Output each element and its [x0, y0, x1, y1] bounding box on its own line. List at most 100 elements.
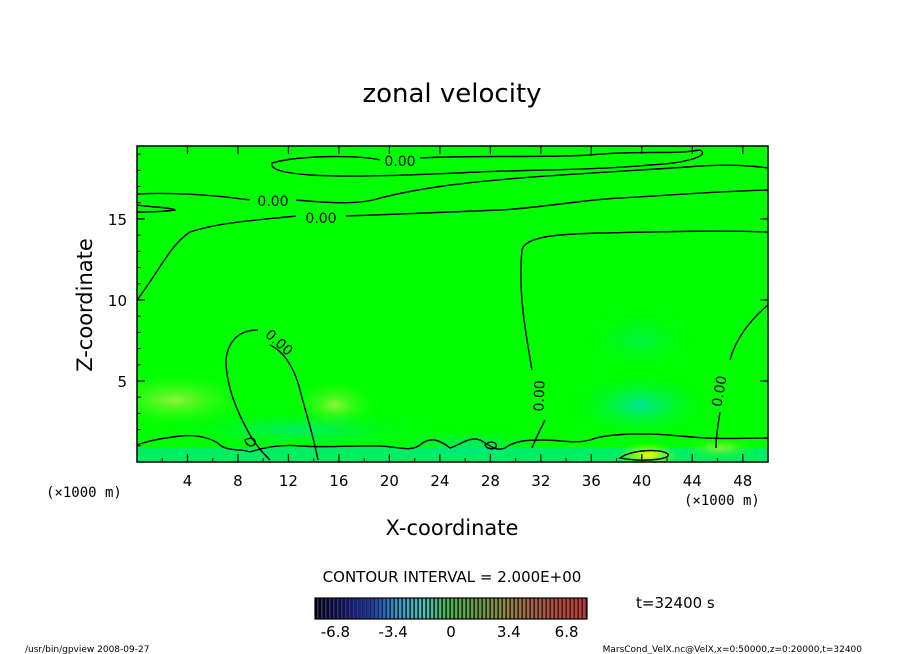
colorbar-cell [395, 598, 398, 619]
footer-right: MarsCond_VelX.nc@VelX,x=0:50000,z=0:2000… [603, 645, 863, 654]
colorbar-cell [471, 598, 474, 619]
colorbar-cell [319, 598, 322, 619]
colorbar-cell [475, 598, 478, 619]
contour-line-vertical [520, 230, 768, 449]
colorbar-cell-gap [421, 598, 423, 619]
contour-line-upper-band [137, 164, 768, 204]
colorbar-cell [323, 598, 326, 619]
colorbar-cell [339, 598, 342, 619]
contour-label-bg [252, 191, 294, 208]
contour-line-top-loop [271, 149, 704, 177]
colorbar-cell [519, 598, 522, 619]
colorbar-cell-gap [537, 598, 539, 619]
colorbar-cell [567, 598, 570, 619]
colorbar-cell-gap [317, 598, 319, 619]
colorbar-cell-gap [541, 598, 543, 619]
field-blob-strong-positive [618, 443, 678, 462]
colorbar-tick-label: 6.8 [555, 623, 579, 641]
colorbar-cell [435, 598, 438, 619]
colorbar-cell-gap [509, 598, 511, 619]
x-tick-label: 4 [183, 472, 193, 490]
colorbar-cell [315, 598, 318, 619]
colorbar-cell [443, 598, 446, 619]
colorbar-cell-gap [521, 598, 523, 619]
contour-line-right-rise [715, 304, 768, 449]
colorbar-cell [551, 598, 554, 619]
colorbar-frame [314, 597, 588, 620]
colorbar-cell [403, 598, 406, 619]
x-axis-ticks: 4 8 12 16 20 24 28 32 36 40 44 48 [161, 146, 752, 490]
colorbar-cell [351, 598, 354, 619]
chart-title: zonal velocity [362, 79, 541, 109]
colorbar-cell [535, 598, 538, 619]
y-tick-label: 10 [108, 292, 127, 310]
colorbar-tick-label: -3.4 [379, 623, 408, 641]
time-label: t=32400 s [636, 594, 715, 612]
field-surface-layer [137, 448, 768, 462]
colorbar-cell-gap [341, 598, 343, 619]
colorbar-cell-gap [445, 598, 447, 619]
colorbar-cell-gap [449, 598, 451, 619]
y-axis-ticks: 5 10 15 [108, 153, 768, 447]
y-tick-label: 5 [117, 373, 127, 391]
x-tick-label: 24 [430, 472, 449, 490]
colorbar-cell [507, 598, 510, 619]
colorbar-cell-gap [397, 598, 399, 619]
contour-line-surface [137, 433, 768, 453]
colorbar-cell-gap [485, 598, 487, 619]
colorbar-cell [531, 598, 534, 619]
colorbar-cell [371, 598, 374, 619]
x-tick-label: 16 [329, 472, 348, 490]
colorbar-cell [487, 598, 490, 619]
colorbar-cell-gap [365, 598, 367, 619]
colorbar-cell [499, 598, 502, 619]
colorbar-cell-gap [357, 598, 359, 619]
colorbar-cell [515, 598, 518, 619]
contour-label: 0.00 [384, 154, 415, 170]
colorbar-cell [439, 598, 442, 619]
colorbar-cell-gap [381, 598, 383, 619]
colorbar-cell-gap [505, 598, 507, 619]
colorbar-cell [539, 598, 542, 619]
colorbar-cell-gap [385, 598, 387, 619]
colorbar-cell [391, 598, 394, 619]
y-tick-label: 15 [108, 211, 127, 229]
colorbar-cell-gap [493, 598, 495, 619]
colorbar-cell-gap [561, 598, 563, 619]
colorbar-cell [343, 598, 346, 619]
colorbar-cell [331, 598, 334, 619]
colorbar-cell-gap [333, 598, 335, 619]
colorbar-cell-gap [401, 598, 403, 619]
x-axis-label: X-coordinate [386, 516, 519, 540]
contour-label: 0.00 [709, 375, 730, 408]
colorbar-cell-gap [377, 598, 379, 619]
x-tick-label: 44 [683, 472, 702, 490]
colorbar-cell [359, 598, 362, 619]
contour-line-main [137, 189, 768, 301]
colorbar-cell [495, 598, 498, 619]
colorbar-cell-gap [497, 598, 499, 619]
x-tick-label: 12 [279, 472, 298, 490]
colorbar-cell [423, 598, 426, 619]
colorbar-cell-gap [321, 598, 323, 619]
contour-label-bg [298, 208, 344, 225]
colorbar-cell-gap [437, 598, 439, 619]
colorbar-cell [419, 598, 422, 619]
colorbar-cell-gap [465, 598, 467, 619]
colorbar-cell [367, 598, 370, 619]
colorbar-cell-gap [405, 598, 407, 619]
colorbar-cell-gap [349, 598, 351, 619]
colorbar-cell-gap [453, 598, 455, 619]
contour-label: 0.00 [257, 194, 288, 210]
colorbar-cell-gap [329, 598, 331, 619]
colorbar-cell [363, 598, 366, 619]
colorbar-cell [479, 598, 482, 619]
colorbar-cell-gap [373, 598, 375, 619]
colorbar-cell-gap [513, 598, 515, 619]
colorbar-cell-gap [577, 598, 579, 619]
colorbar-cell [451, 598, 454, 619]
colorbar-cell-gap [425, 598, 427, 619]
colorbar-cell [375, 598, 378, 619]
colorbar-cell [547, 598, 550, 619]
